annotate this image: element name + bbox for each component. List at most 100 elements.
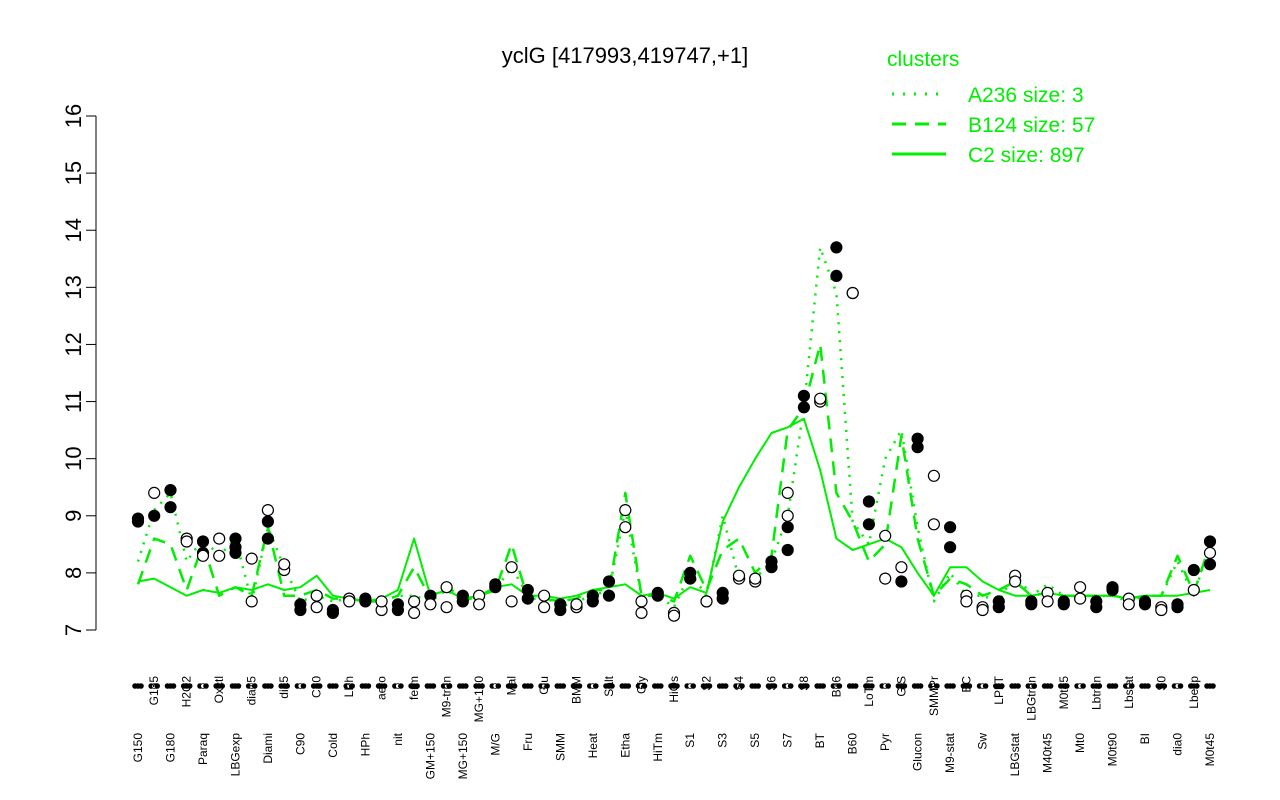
rug-layer <box>132 683 1216 689</box>
data-point <box>862 518 876 531</box>
rug-mark <box>1177 683 1184 689</box>
lines-layer <box>136 246 1212 609</box>
x-tick-label: M0t45 <box>1057 676 1071 710</box>
rug-mark <box>917 683 924 689</box>
data-point <box>440 601 453 614</box>
legend-entries: A236 size: 3 B124 size: 57 C2 size: 897 <box>892 84 1095 167</box>
data-point <box>927 469 941 482</box>
data-point <box>229 541 242 554</box>
data-point <box>456 595 469 608</box>
data-point <box>781 521 794 534</box>
axes-layer: 7 8 9 10 11 12 13 14 15 16 <box>61 104 97 636</box>
rug-mark <box>479 683 485 689</box>
data-point <box>830 269 843 282</box>
data-point <box>862 495 876 508</box>
xlabels-layer: G150 G135 G180 H2O2 Paraq Oxctl LBGexp dia15 Dia… <box>131 675 1217 779</box>
data-point <box>164 484 177 497</box>
legend-label: A236 size: 3 <box>968 84 1084 107</box>
series-line-dashed <box>136 343 1212 603</box>
data-point <box>1203 558 1217 571</box>
x-tick-label: M0t90 <box>1106 733 1120 767</box>
x-tick-label: HPh <box>358 733 372 756</box>
x-tick-label: Fru <box>521 733 535 751</box>
data-point <box>846 286 859 300</box>
x-tick-label: G/S <box>894 676 908 697</box>
data-point <box>943 541 957 554</box>
data-point <box>797 389 811 402</box>
data-point <box>278 558 291 571</box>
x-tick-label: S1 <box>683 733 697 748</box>
data-point <box>1090 595 1103 608</box>
data-point <box>489 581 502 594</box>
x-tick-label: MG+150 <box>456 733 470 780</box>
rug-mark <box>934 683 940 689</box>
rug-mark <box>1112 683 1119 689</box>
data-point <box>992 601 1005 614</box>
x-tick-label: M0t45 <box>1203 733 1217 767</box>
y-tick-label: 16 <box>61 104 86 128</box>
x-tick-label: Paraq <box>196 733 210 765</box>
x-tick-label: S2 <box>700 676 714 691</box>
data-point <box>164 501 177 514</box>
data-point <box>554 598 567 611</box>
data-point <box>408 606 421 620</box>
data-point <box>879 572 892 585</box>
data-point <box>781 509 794 522</box>
rug-mark <box>592 683 599 689</box>
rug-mark <box>641 683 648 689</box>
x-tick-label: G180 <box>164 733 178 763</box>
rug-mark <box>414 683 420 689</box>
data-point <box>261 532 274 545</box>
x-tick-label: C30 <box>310 676 324 698</box>
x-tick-label: M/G <box>488 733 502 756</box>
data-point <box>1008 575 1022 588</box>
data-point <box>765 555 778 568</box>
rug-mark <box>349 683 356 689</box>
rug-mark <box>186 683 193 689</box>
rug-mark <box>268 683 274 689</box>
points-layer <box>131 241 1217 622</box>
x-tick-label: dia5 <box>277 676 291 699</box>
rug-mark <box>771 683 778 689</box>
data-point <box>1073 592 1087 605</box>
x-tick-label: LPhT <box>992 675 1006 704</box>
rug-mark <box>739 683 745 689</box>
x-tick-label: Diami <box>261 733 275 764</box>
data-point <box>261 504 274 517</box>
data-point <box>927 518 941 531</box>
x-tick-label: LBGexp <box>229 733 243 777</box>
data-point <box>310 589 323 602</box>
rug-mark <box>544 683 550 689</box>
data-point <box>895 575 908 588</box>
rug-mark <box>1129 683 1135 689</box>
x-tick-label: LoTm <box>862 676 876 707</box>
rug-mark <box>609 683 615 689</box>
x-tick-label: dia15 <box>245 676 259 706</box>
y-tick-label: 11 <box>61 390 86 413</box>
rug-mark <box>820 683 826 689</box>
x-tick-label: C90 <box>293 733 307 755</box>
rug-mark <box>495 683 502 689</box>
x-tick-label: SMMPr <box>927 676 941 716</box>
data-point <box>749 572 762 585</box>
rug-mark <box>755 683 761 689</box>
data-point <box>781 486 794 499</box>
x-tick-label: Gly <box>635 676 649 694</box>
data-point <box>131 512 145 525</box>
rug-mark <box>251 683 258 689</box>
x-tick-label: G135 <box>147 676 161 706</box>
data-point <box>602 589 616 602</box>
rug-mark <box>722 683 729 689</box>
x-tick-label: HiOs <box>667 676 681 703</box>
data-point <box>537 589 551 602</box>
rug-mark <box>430 683 437 689</box>
data-point <box>408 595 421 608</box>
x-tick-label: M9-tran <box>440 676 454 717</box>
rug-mark <box>316 683 323 689</box>
rug-mark <box>333 683 339 689</box>
rug-mark <box>998 683 1005 689</box>
x-tick-label: HiTm <box>651 733 665 762</box>
x-tick-label: LPh <box>342 676 356 697</box>
x-tick-label: Heat <box>586 732 600 758</box>
